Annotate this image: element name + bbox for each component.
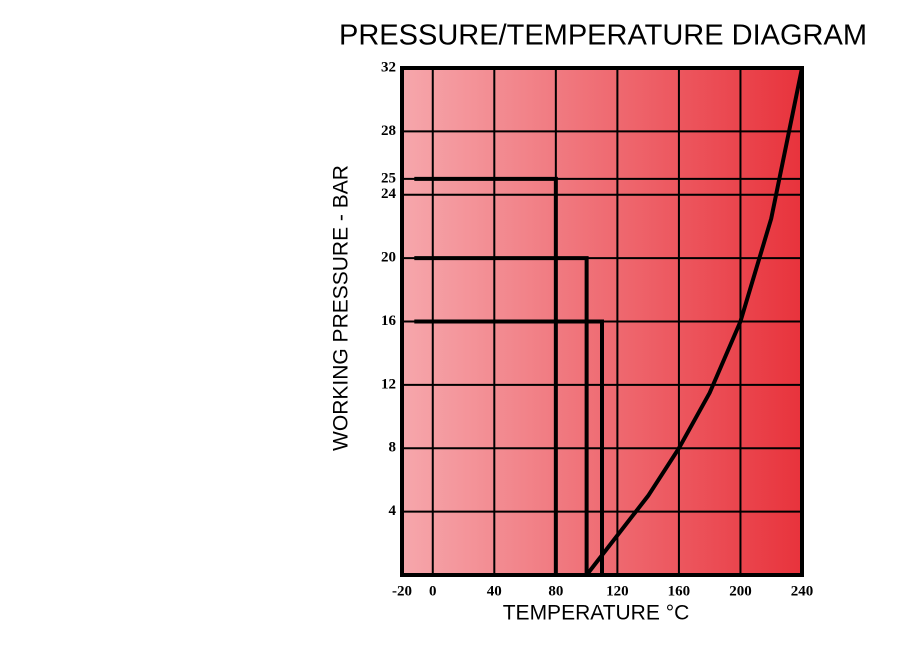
y-tick-label: 32 (381, 59, 396, 75)
y-tick-label: 12 (381, 376, 396, 392)
y-tick-label: 16 (381, 313, 397, 329)
y-axis-label: WORKING PRESSURE - BAR (330, 165, 353, 451)
data-line (414, 319, 604, 575)
y-tick-label: 8 (389, 440, 397, 456)
x-tick-label: 200 (729, 583, 752, 599)
x-tick-label: 80 (548, 583, 563, 599)
x-tick-label: 0 (429, 583, 437, 599)
y-tick-label: 20 (381, 250, 396, 266)
y-tick-label: 28 (381, 123, 396, 139)
y-tick-label: 4 (389, 503, 397, 519)
y-tick-label: 25 (381, 170, 396, 186)
x-axis-label: TEMPERATURE °C (503, 602, 690, 625)
x-tick-label: 40 (487, 583, 502, 599)
x-tick-label: -20 (392, 583, 412, 599)
x-tick-label: 240 (791, 583, 814, 599)
data-line (414, 176, 558, 575)
data-line (414, 256, 589, 575)
chart-title: PRESSURE/TEMPERATURE DIAGRAM (339, 20, 867, 52)
x-tick-label: 120 (606, 583, 629, 599)
x-tick-label: 160 (668, 583, 691, 599)
data-line (585, 67, 804, 577)
y-tick-label: 24 (381, 186, 397, 202)
